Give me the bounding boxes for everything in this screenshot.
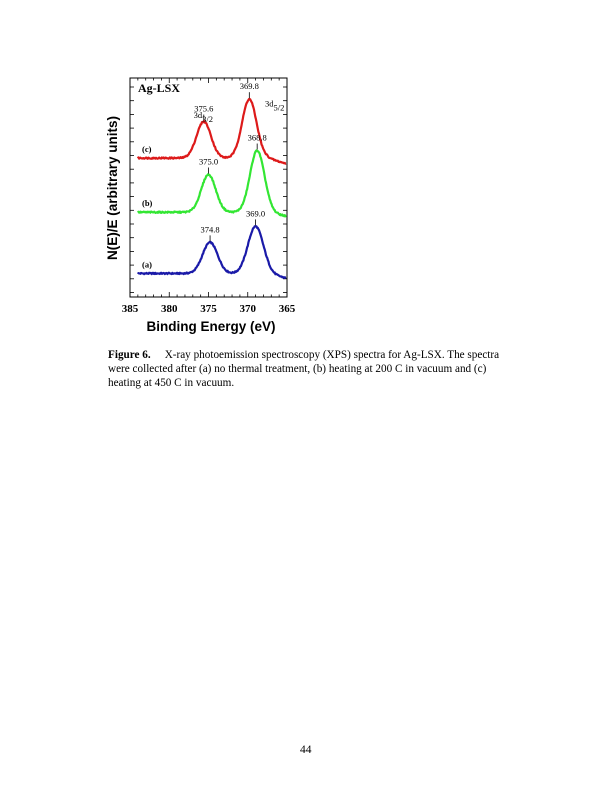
figure-label: Figure 6. — [108, 349, 151, 361]
figure-caption-text: X-ray photoemission spectroscopy (XPS) s… — [108, 349, 500, 389]
panel-label: (b) — [142, 198, 153, 208]
y-axis-title: N(E)/E (arbitrary units) — [105, 116, 120, 260]
panel-label: (c) — [142, 144, 152, 154]
spectrum-line — [136, 97, 287, 165]
peak-label: 368.8 — [248, 133, 267, 143]
orbital-label-sub: 5/2 — [274, 102, 285, 112]
chart-title: Ag-LSX — [138, 81, 180, 95]
peak-label: 375.0 — [199, 157, 218, 167]
page-number: 44 — [300, 744, 312, 756]
orbital-label-base: 3d — [265, 98, 274, 108]
panel-labels: (a) (b) (c) — [142, 144, 153, 269]
peak-labels: 374.8 369.0 375.0 368.8 375.6 369.8 — [194, 81, 267, 242]
xps-figure: 385 380 375 370 365 374.8 369.0 375.0 368.8 375.… — [105, 77, 296, 334]
x-tick-label: 370 — [240, 303, 257, 315]
peak-label: 369.0 — [246, 208, 265, 218]
orbital-label-sub: 3/2 — [202, 114, 213, 124]
orbital-label: 3d5/2 — [265, 98, 284, 112]
x-tick-label: 385 — [122, 303, 139, 315]
axis-ticks — [129, 78, 288, 297]
spectrum-line — [137, 149, 288, 218]
peak-label: 375.6 — [194, 104, 213, 114]
x-tick-label: 380 — [161, 303, 178, 315]
orbital-label-base: 3d — [194, 110, 203, 120]
x-tick-label: 375 — [200, 303, 217, 315]
spectra-series — [136, 97, 288, 280]
x-tick-label: 365 — [279, 303, 296, 315]
x-tick-labels: 385 380 375 370 365 — [122, 303, 296, 315]
spectrum-line — [136, 225, 287, 280]
panel-label: (a) — [142, 259, 152, 269]
x-axis-title: Binding Energy (eV) — [146, 319, 275, 334]
peak-label: 374.8 — [201, 224, 220, 234]
figure-caption: Figure 6. X-ray photoemission spectroscop… — [108, 348, 520, 390]
orbital-label: 3d3/2 — [194, 110, 213, 124]
peak-label: 369.8 — [240, 81, 259, 91]
